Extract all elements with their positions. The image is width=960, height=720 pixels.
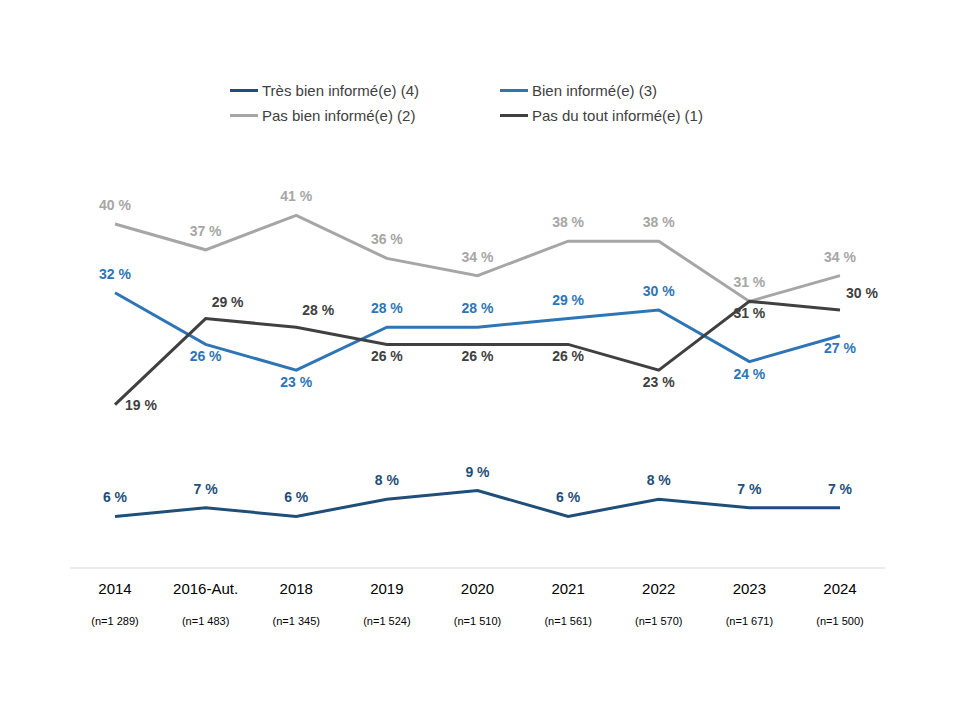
svg-text:23 %: 23 % xyxy=(280,374,312,390)
svg-text:6 %: 6 % xyxy=(103,489,128,505)
svg-text:40 %: 40 % xyxy=(99,197,131,213)
svg-text:8 %: 8 % xyxy=(375,472,400,488)
svg-text:28 %: 28 % xyxy=(302,302,334,318)
svg-text:2022: 2022 xyxy=(642,580,675,597)
svg-text:2019: 2019 xyxy=(370,580,403,597)
svg-text:26 %: 26 % xyxy=(371,348,403,364)
svg-text:41 %: 41 % xyxy=(280,188,312,204)
svg-text:28 %: 28 % xyxy=(462,300,494,316)
svg-text:32 %: 32 % xyxy=(99,266,131,282)
svg-text:29 %: 29 % xyxy=(212,294,244,310)
svg-text:(n=1 483): (n=1 483) xyxy=(182,615,229,627)
svg-text:2020: 2020 xyxy=(461,580,494,597)
svg-text:(n=1 345): (n=1 345) xyxy=(273,615,320,627)
svg-text:26 %: 26 % xyxy=(462,348,494,364)
svg-text:2023: 2023 xyxy=(733,580,766,597)
svg-text:30 %: 30 % xyxy=(643,283,675,299)
svg-text:36 %: 36 % xyxy=(371,231,403,247)
svg-text:27 %: 27 % xyxy=(824,340,856,356)
svg-text:(n=1 289): (n=1 289) xyxy=(91,615,138,627)
svg-text:24 %: 24 % xyxy=(733,366,765,382)
html-text:Pas du tout informé(e) (1): Pas du tout informé(e) (1) xyxy=(532,107,703,124)
svg-text:38 %: 38 % xyxy=(643,214,675,230)
svg-text:(n=1 510): (n=1 510) xyxy=(454,615,501,627)
svg-text:31 %: 31 % xyxy=(733,305,765,321)
svg-text:7 %: 7 % xyxy=(194,481,219,497)
html-text:Très bien informé(e) (4): Très bien informé(e) (4) xyxy=(262,82,419,99)
svg-text:(n=1 500): (n=1 500) xyxy=(816,615,863,627)
svg-text:23 %: 23 % xyxy=(643,374,675,390)
svg-text:29 %: 29 % xyxy=(552,292,584,308)
svg-text:30 %: 30 % xyxy=(846,285,878,301)
svg-text:(n=1 671): (n=1 671) xyxy=(726,615,773,627)
svg-text:28 %: 28 % xyxy=(371,300,403,316)
svg-text:19 %: 19 % xyxy=(125,397,157,413)
svg-text:26 %: 26 % xyxy=(552,348,584,364)
html-text:Bien informé(e) (3): Bien informé(e) (3) xyxy=(532,82,657,99)
svg-text:(n=1 524): (n=1 524) xyxy=(363,615,410,627)
svg-text:2014: 2014 xyxy=(98,580,131,597)
svg-text:34 %: 34 % xyxy=(462,249,494,265)
svg-text:34 %: 34 % xyxy=(824,249,856,265)
svg-text:(n=1 561): (n=1 561) xyxy=(544,615,591,627)
html-text:Pas bien informé(e) (2): Pas bien informé(e) (2) xyxy=(262,107,416,124)
svg-text:2016-Aut.: 2016-Aut. xyxy=(173,580,238,597)
svg-text:37 %: 37 % xyxy=(190,223,222,239)
svg-text:9 %: 9 % xyxy=(465,464,490,480)
svg-text:2024: 2024 xyxy=(823,580,856,597)
svg-text:38 %: 38 % xyxy=(552,214,584,230)
svg-text:31 %: 31 % xyxy=(733,274,765,290)
svg-text:2018: 2018 xyxy=(280,580,313,597)
svg-text:2021: 2021 xyxy=(551,580,584,597)
svg-text:6 %: 6 % xyxy=(556,489,581,505)
svg-text:7 %: 7 % xyxy=(737,481,762,497)
svg-text:7 %: 7 % xyxy=(828,481,853,497)
svg-text:(n=1 570): (n=1 570) xyxy=(635,615,682,627)
svg-text:8 %: 8 % xyxy=(647,472,672,488)
svg-text:26 %: 26 % xyxy=(190,348,222,364)
svg-text:6 %: 6 % xyxy=(284,489,309,505)
